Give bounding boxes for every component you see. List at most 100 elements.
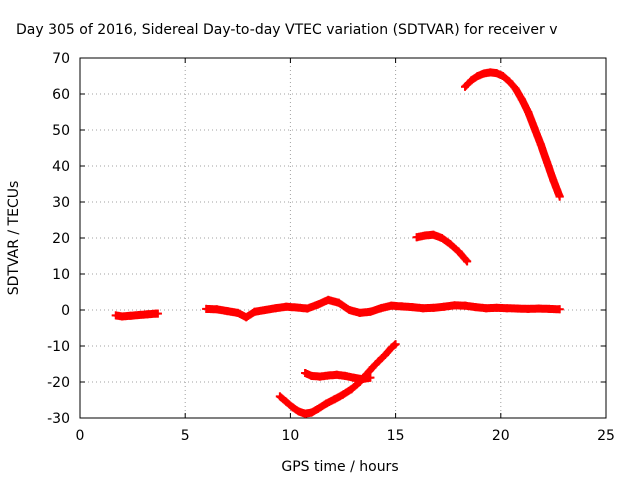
data-segment: [412, 230, 472, 266]
data-point: [143, 310, 152, 319]
data-point: [461, 82, 470, 91]
data-point: [421, 231, 430, 240]
data-segment: [461, 68, 564, 201]
data-point: [524, 108, 533, 116]
data-point: [324, 371, 333, 380]
data-point: [492, 69, 501, 78]
data-point: [332, 370, 341, 379]
data-point: [450, 301, 459, 310]
data-point: [355, 308, 364, 317]
data-point: [347, 385, 356, 394]
x-tick-label: 5: [181, 428, 190, 444]
data-point: [418, 304, 427, 313]
data-point: [341, 371, 350, 380]
data-point: [412, 233, 421, 242]
y-tick-label: -30: [47, 411, 70, 427]
data-point: [153, 309, 162, 318]
data-point: [301, 409, 310, 418]
data-segment: [111, 309, 162, 321]
data-point: [387, 343, 396, 352]
data-segment: [275, 340, 400, 418]
data-point: [408, 303, 417, 312]
data-point: [482, 304, 491, 313]
data-point: [282, 397, 291, 406]
data-point: [118, 312, 127, 321]
data-point: [429, 230, 438, 239]
data-point: [374, 357, 383, 366]
data-point: [555, 192, 564, 201]
y-tick-label: 70: [52, 51, 70, 67]
data-series: [111, 68, 564, 418]
data-point: [473, 72, 482, 80]
data-point: [543, 158, 552, 167]
x-tick-label: 10: [281, 428, 299, 444]
data-point: [439, 302, 448, 311]
x-tick-label: 0: [76, 428, 85, 444]
data-point: [513, 304, 522, 313]
data-point: [366, 373, 375, 382]
data-point: [503, 304, 512, 313]
data-point: [498, 72, 507, 80]
x-tick-label: 15: [387, 428, 405, 444]
data-point: [511, 84, 520, 93]
data-point: [467, 76, 476, 85]
data-point: [303, 304, 312, 313]
data-point: [126, 311, 135, 320]
data-point: [111, 311, 120, 320]
data-point: [271, 304, 280, 313]
data-point: [345, 306, 354, 314]
data-point: [313, 405, 322, 413]
data-point: [242, 313, 251, 322]
data-point: [315, 372, 324, 381]
data-point: [301, 369, 310, 377]
data-point: [429, 303, 438, 312]
data-point: [461, 301, 470, 310]
data-point: [555, 305, 564, 314]
data-point: [261, 306, 270, 314]
data-point: [517, 95, 526, 104]
data-point: [446, 240, 455, 249]
data-point: [505, 77, 514, 86]
x-tick-label: 25: [597, 428, 615, 444]
data-segment: [202, 295, 564, 322]
data-point: [292, 303, 301, 312]
data-point: [313, 300, 322, 309]
data-point: [391, 340, 400, 349]
data-point: [357, 375, 366, 384]
data-point: [275, 392, 284, 401]
x-axis-label: GPS time / hours: [281, 459, 398, 475]
data-point: [307, 408, 316, 417]
y-tick-label: -10: [47, 339, 70, 355]
data-point: [349, 373, 358, 382]
y-tick-label: 50: [52, 123, 70, 139]
data-point: [322, 399, 331, 408]
y-axis-label: SDTVAR / TECUs: [6, 181, 22, 296]
data-point: [536, 140, 545, 149]
data-point: [330, 395, 339, 404]
data-point: [454, 247, 463, 256]
data-point: [223, 307, 232, 316]
data-point: [524, 304, 533, 313]
data-point: [134, 311, 143, 320]
data-point: [549, 176, 558, 185]
y-tick-label: 60: [52, 87, 70, 103]
data-point: [479, 69, 488, 78]
data-point: [545, 304, 554, 313]
grid-lines: [80, 58, 606, 418]
data-point: [381, 351, 390, 359]
data-point: [324, 295, 333, 304]
y-tick-label: 0: [61, 303, 70, 319]
data-segment: [301, 369, 375, 384]
x-tick-label: 20: [492, 428, 510, 444]
data-point: [202, 304, 211, 313]
y-ticks: -30 -20 -10 0 10 20 30 40 50 60 70: [47, 51, 606, 427]
data-point: [530, 124, 539, 133]
plus-markers: [275, 340, 400, 418]
data-point: [492, 303, 501, 312]
data-point: [376, 304, 385, 313]
data-point: [534, 304, 543, 313]
chart-title: Day 305 of 2016, Sidereal Day-to-day VTE…: [16, 22, 558, 38]
data-point: [471, 303, 480, 312]
data-point: [288, 403, 297, 412]
data-point: [366, 307, 375, 316]
